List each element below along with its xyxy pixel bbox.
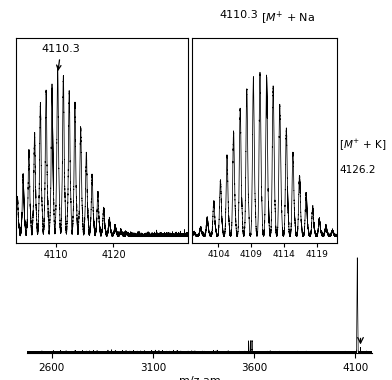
Text: 4110.3: 4110.3 [42, 44, 80, 70]
Text: 4126.2: 4126.2 [339, 165, 376, 175]
X-axis label: m/z am: m/z am [179, 376, 221, 380]
Text: $[M^{+}$ + K]: $[M^{+}$ + K] [339, 137, 387, 152]
Text: $[M^{+}$ + Na: $[M^{+}$ + Na [261, 10, 315, 27]
Text: 4110.3: 4110.3 [220, 10, 258, 19]
